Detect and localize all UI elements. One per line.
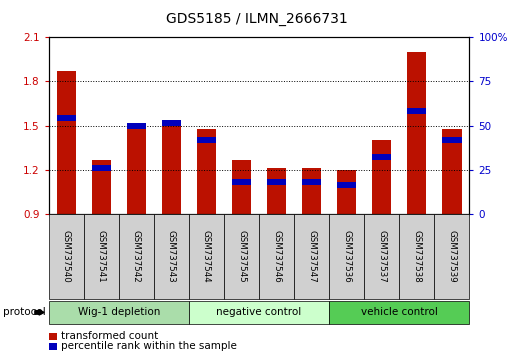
Bar: [162, 124, 181, 214]
Bar: [337, 182, 357, 188]
Text: GSM737539: GSM737539: [447, 230, 457, 283]
Text: GSM737547: GSM737547: [307, 230, 316, 283]
Text: GSM737544: GSM737544: [202, 230, 211, 283]
Text: transformed count: transformed count: [61, 331, 159, 341]
Bar: [92, 160, 111, 214]
Bar: [162, 120, 181, 126]
Bar: [127, 126, 146, 214]
Text: GSM737540: GSM737540: [62, 230, 71, 283]
Bar: [232, 179, 251, 185]
Text: percentile rank within the sample: percentile rank within the sample: [61, 341, 237, 351]
Text: GSM737542: GSM737542: [132, 230, 141, 283]
Text: Wig-1 depletion: Wig-1 depletion: [77, 307, 160, 318]
Bar: [267, 179, 286, 185]
Bar: [302, 179, 321, 185]
Bar: [197, 129, 216, 214]
Text: GSM737537: GSM737537: [377, 230, 386, 283]
Text: protocol: protocol: [3, 307, 45, 318]
Text: GSM737543: GSM737543: [167, 230, 176, 283]
Bar: [407, 52, 426, 214]
Bar: [56, 71, 76, 214]
Bar: [442, 129, 462, 214]
Bar: [372, 141, 391, 214]
Bar: [267, 169, 286, 214]
Text: GDS5185 / ILMN_2666731: GDS5185 / ILMN_2666731: [166, 12, 347, 27]
Bar: [56, 115, 76, 121]
Bar: [92, 166, 111, 171]
Text: negative control: negative control: [216, 307, 302, 318]
Bar: [302, 169, 321, 214]
Text: GSM737536: GSM737536: [342, 230, 351, 283]
Text: GSM737538: GSM737538: [412, 230, 421, 283]
Bar: [442, 137, 462, 143]
Bar: [372, 154, 391, 160]
Bar: [127, 123, 146, 129]
Text: GSM737541: GSM737541: [97, 230, 106, 283]
Bar: [407, 108, 426, 114]
Bar: [197, 137, 216, 143]
Text: GSM737546: GSM737546: [272, 230, 281, 283]
Text: GSM737545: GSM737545: [237, 230, 246, 283]
Text: vehicle control: vehicle control: [361, 307, 438, 318]
Bar: [337, 170, 357, 214]
Bar: [232, 160, 251, 214]
